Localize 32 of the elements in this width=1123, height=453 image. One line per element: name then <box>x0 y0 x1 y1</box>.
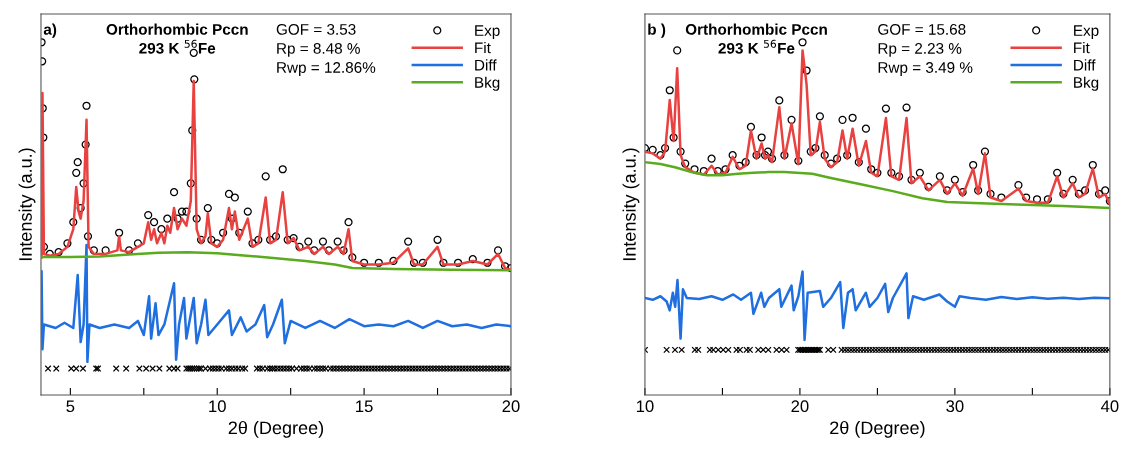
annotation: Rp = 2.23 % <box>878 43 962 57</box>
x-axis-title: 2θ (Degree) <box>830 420 925 438</box>
y-axis-title: Intensity (a.u.) <box>622 148 640 261</box>
y-axis-title: Intensity (a.u.) <box>18 148 36 261</box>
x-tick-label: 20 <box>791 400 809 413</box>
legend-label: Diff <box>1074 59 1096 71</box>
x-tick-label: 30 <box>946 400 964 413</box>
annotation: Rwp = 3.49 % <box>878 62 973 76</box>
text: b ) <box>648 23 666 38</box>
x-tick-label: 20 <box>502 400 520 413</box>
text: GOF = 15.68 <box>878 23 966 35</box>
legend-label: Fit <box>1074 42 1090 54</box>
legend-label: Bkg <box>1074 76 1099 91</box>
legend-label: Fit <box>475 42 491 54</box>
legend-label: Diff <box>475 59 497 71</box>
annotation: Rp = 8.48 % <box>277 43 360 57</box>
legend-label: Bkg <box>475 76 500 91</box>
x-tick-label: 40 <box>1100 400 1119 413</box>
text: a) <box>43 23 57 38</box>
annotation: Rwp = 12.86% <box>277 62 376 76</box>
x-tick-label: 5 <box>66 400 75 413</box>
text: GOF = 3.53 <box>276 23 356 35</box>
text: Orthorhombic Pccn <box>106 23 248 35</box>
x-axis-title: 2θ (Degree) <box>228 420 324 438</box>
annotation: 293 K $^{56}$Fe <box>718 39 795 54</box>
x-tick-label: 10 <box>636 400 654 413</box>
x-tick-label: 15 <box>356 400 373 413</box>
annotation: 293 K $^{56}$Fe <box>139 39 216 54</box>
text: Orthorhombic Pccn <box>685 23 827 35</box>
legend-label: Exp <box>475 25 500 39</box>
x-tick-label: 10 <box>209 400 226 413</box>
legend-label: Exp <box>1074 25 1099 39</box>
